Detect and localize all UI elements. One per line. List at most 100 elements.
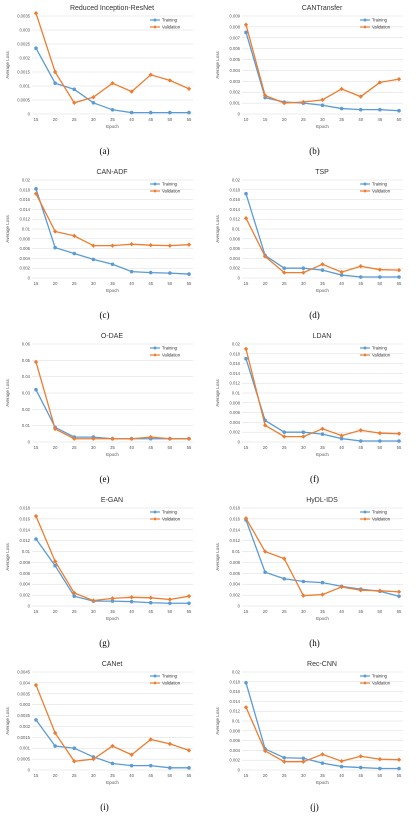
x-tick-label: 35 xyxy=(110,281,115,286)
legend-marker xyxy=(153,346,157,350)
y-tick-label: 0.06 xyxy=(22,342,31,347)
chart-panel-9: Rec-CNN 0 0.002 0.004 0.006 0.008 0.01 0.012 0.0… xyxy=(210,656,419,820)
series-line-validation xyxy=(35,361,189,440)
point-training xyxy=(187,601,191,606)
y-tick-label: 0.02 xyxy=(22,178,31,183)
point-validation xyxy=(358,428,363,433)
legend-label: Training xyxy=(372,18,388,23)
point-training xyxy=(320,268,325,272)
point-validation xyxy=(129,436,134,441)
point-training xyxy=(397,439,401,443)
y-axis-label: Average Loss xyxy=(215,215,220,243)
point-validation xyxy=(282,556,287,561)
point-validation xyxy=(72,590,77,596)
point-validation xyxy=(358,588,363,593)
y-tick-label: 0.002 xyxy=(20,266,31,271)
point-validation xyxy=(396,757,402,762)
point-training xyxy=(148,763,153,768)
point-validation xyxy=(167,243,173,248)
legend-marker xyxy=(363,25,367,29)
point-training xyxy=(378,766,382,771)
point-validation xyxy=(110,743,115,749)
point-validation xyxy=(91,95,96,100)
y-tick-label: 0.004 xyxy=(230,256,241,261)
point-validation xyxy=(262,423,268,428)
x-tick-label: 45 xyxy=(358,445,363,450)
point-validation xyxy=(33,359,39,365)
legend-label: Validation xyxy=(162,681,181,686)
x-tick-label: 25 xyxy=(282,773,287,778)
legend-label: Training xyxy=(162,18,178,23)
x-tick-label: 45 xyxy=(358,609,363,614)
x-axis-label: Epoch xyxy=(106,124,119,129)
x-tick-label: 15 xyxy=(34,117,39,122)
y-axis-label: Average Loss xyxy=(5,51,10,79)
point-training xyxy=(358,765,363,770)
y-tick-label: 0.0045 xyxy=(17,670,30,675)
y-tick-label: 0.01 xyxy=(22,549,31,554)
y-axis-label: Average Loss xyxy=(5,379,10,407)
y-tick-label: 0.016 xyxy=(230,516,241,521)
y-tick-label: 0.003 xyxy=(20,28,31,33)
x-tick-label: 55 xyxy=(397,773,402,778)
point-validation xyxy=(377,757,383,762)
point-validation xyxy=(339,269,344,275)
y-axis-label: Average Loss xyxy=(215,707,220,735)
y-tick-label: 0.016 xyxy=(230,689,241,694)
y-tick-label: 0.0015 xyxy=(17,735,30,740)
y-tick-label: 0.01 xyxy=(22,423,31,428)
y-tick-label: 0.018 xyxy=(230,679,241,684)
point-training xyxy=(378,275,382,279)
point-validation xyxy=(110,596,115,601)
chart-panel-3: TSP 0 0.002 0.004 0.006 0.008 0.01 0.012 0.014 0.… xyxy=(210,164,419,328)
y-tick-label: 0.04 xyxy=(22,374,31,379)
legend-label: Training xyxy=(162,674,178,679)
point-training xyxy=(168,271,172,275)
y-tick-label: 0 xyxy=(238,440,241,445)
point-validation xyxy=(72,100,77,105)
y-tick-label: 0.006 xyxy=(230,410,241,415)
legend-label: Training xyxy=(162,510,178,515)
chart-caption: (g) xyxy=(99,638,110,648)
point-training xyxy=(72,594,77,598)
point-validation xyxy=(91,243,96,248)
point-training xyxy=(358,275,363,279)
chart-svg: CANTransfer 0 0.001 0.002 0.003 0.004 0.005 0.0… xyxy=(215,5,403,129)
y-tick-label: 0.0035 xyxy=(17,691,30,696)
x-tick-label: 30 xyxy=(91,609,96,614)
y-tick-label: 0 xyxy=(238,768,241,773)
legend-label: Training xyxy=(372,510,388,515)
y-tick-label: 0.0005 xyxy=(17,757,30,762)
point-training xyxy=(244,356,248,361)
x-tick-label: 20 xyxy=(263,609,268,614)
chart-title: CANet xyxy=(102,661,123,668)
point-training xyxy=(34,537,38,541)
point-validation xyxy=(33,513,39,519)
y-tick-label: 0.014 xyxy=(230,699,241,704)
y-tick-label: 0.012 xyxy=(20,217,31,222)
y-tick-label: 0.005 xyxy=(230,57,241,62)
y-tick-label: 0.02 xyxy=(232,178,241,183)
legend-label: Validation xyxy=(372,517,391,522)
chart-caption: (f) xyxy=(310,474,319,484)
y-tick-label: 0.0025 xyxy=(17,713,30,718)
y-tick-label: 0.006 xyxy=(20,246,31,251)
x-tick-label: 45 xyxy=(378,117,383,122)
x-tick-label: 40 xyxy=(339,773,344,778)
series-line-validation xyxy=(245,24,400,104)
chart-caption: (b) xyxy=(309,146,320,156)
x-axis-label: Epoch xyxy=(316,124,329,129)
x-tick-label: 15 xyxy=(34,281,39,286)
x-axis-label: Epoch xyxy=(316,780,329,785)
y-tick-label: 0.001 xyxy=(230,101,241,106)
x-tick-label: 25 xyxy=(72,609,77,614)
y-tick-label: 0.006 xyxy=(230,571,241,576)
point-validation xyxy=(33,682,39,688)
y-tick-label: 0.003 xyxy=(230,79,241,84)
x-tick-label: 20 xyxy=(53,445,58,450)
x-tick-label: 30 xyxy=(91,773,96,778)
y-tick-label: 0.018 xyxy=(20,506,31,511)
chart-svg: E-GAN 0 0.002 0.004 0.006 0.008 0.01 0.012 0.014… xyxy=(5,497,193,621)
y-tick-label: 0.002 xyxy=(20,593,31,598)
